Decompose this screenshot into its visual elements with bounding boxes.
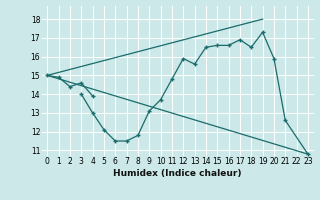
X-axis label: Humidex (Indice chaleur): Humidex (Indice chaleur) (113, 169, 242, 178)
